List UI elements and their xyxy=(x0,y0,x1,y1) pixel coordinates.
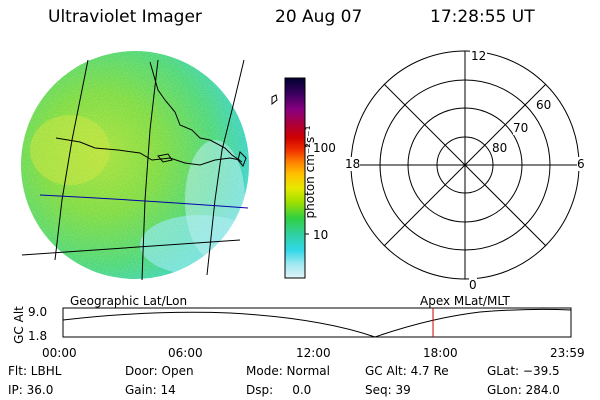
colorbar-unit-label: photon cm⁻²s⁻¹ xyxy=(303,125,317,219)
status-dsp: Dsp: 0.0 xyxy=(246,383,312,397)
status-flt: Flt: LBHL xyxy=(8,364,62,378)
x-tick-1800: 18:00 xyxy=(423,346,458,360)
status-glon: GLon: 284.0 xyxy=(487,383,560,397)
colorbar-tick-10: 10 xyxy=(313,228,329,242)
status-door: Door: Open xyxy=(125,364,194,378)
status-gc-alt: GC Alt: 4.7 Re xyxy=(365,364,449,378)
status-glat: GLat: −39.5 xyxy=(487,364,560,378)
status-mode: Mode: Normal xyxy=(246,364,330,378)
instrument-title: Ultraviolet Imager xyxy=(48,7,202,27)
x-tick-2359: 23:59 xyxy=(550,346,585,360)
colorbar-tick-100: 100 xyxy=(313,141,336,155)
lat-label-70: 70 xyxy=(513,121,529,135)
mlt-label-12: 12 xyxy=(470,49,488,63)
timeline-right-label: Apex MLat/MLT xyxy=(420,294,510,308)
y-tick-low: 1.8 xyxy=(28,329,48,343)
y-tick-high: 9.0 xyxy=(28,305,48,319)
timeline-left-label: Geographic Lat/Lon xyxy=(70,294,188,308)
lat-label-60: 60 xyxy=(536,98,552,112)
mlt-label-18: 18 xyxy=(345,157,361,171)
x-tick-0000: 00:00 xyxy=(42,346,77,360)
date-label: 20 Aug 07 xyxy=(275,7,363,27)
timeline-axis-title: GC Alt xyxy=(12,306,26,344)
mlt-label-0: 0 xyxy=(469,278,477,292)
status-gain: Gain: 14 xyxy=(125,383,176,397)
color-bar xyxy=(284,77,309,279)
mlt-label-6: 6 xyxy=(577,157,585,171)
time-label: 17:28:55 UT xyxy=(430,7,535,27)
status-seq: Seq: 39 xyxy=(365,383,411,397)
x-tick-1200: 12:00 xyxy=(296,346,331,360)
status-ip: IP: 36.0 xyxy=(8,383,54,397)
x-tick-0600: 06:00 xyxy=(168,346,203,360)
lat-label-80: 80 xyxy=(492,141,508,155)
